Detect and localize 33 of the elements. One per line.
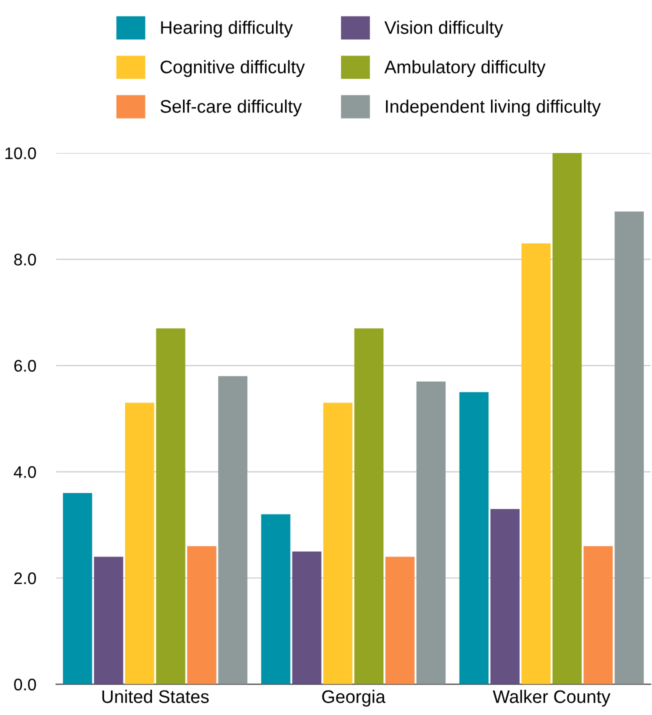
bar	[521, 243, 551, 684]
y-tick-label: 2.0	[14, 572, 36, 584]
bar	[584, 546, 613, 684]
bar	[490, 508, 520, 684]
legend-label: Self-care difficulty	[160, 100, 302, 116]
y-tick-label: 10.0	[5, 147, 36, 160]
bar	[416, 381, 446, 684]
bar	[62, 493, 92, 684]
legend-label: Ambulatory difficulty	[384, 60, 546, 77]
y-tick-label: 6.0	[14, 360, 36, 372]
bar	[94, 556, 124, 684]
bar	[385, 556, 415, 684]
bar	[292, 551, 322, 684]
bar	[156, 328, 186, 684]
bar	[323, 402, 352, 684]
x-tick-label: United States	[102, 690, 209, 704]
bar	[614, 211, 644, 684]
legend-label: Independent living difficulty	[386, 100, 601, 116]
bar	[552, 153, 582, 684]
bar	[125, 402, 154, 684]
bar	[187, 546, 216, 684]
bar	[218, 376, 248, 684]
legend-label: Cognitive difficulty	[160, 60, 305, 77]
y-tick-label: 8.0	[14, 254, 36, 266]
bar	[354, 328, 384, 684]
x-tick-label: Georgia	[322, 690, 386, 707]
legend-label: Vision difficulty	[384, 20, 504, 38]
y-tick-label: 4.0	[14, 466, 36, 478]
bar	[459, 392, 489, 684]
bar	[261, 514, 290, 684]
legend-label: Hearing difficulty	[161, 20, 293, 38]
x-tick-label: Walker County	[492, 690, 610, 707]
y-tick-label: 0.0	[14, 678, 36, 690]
